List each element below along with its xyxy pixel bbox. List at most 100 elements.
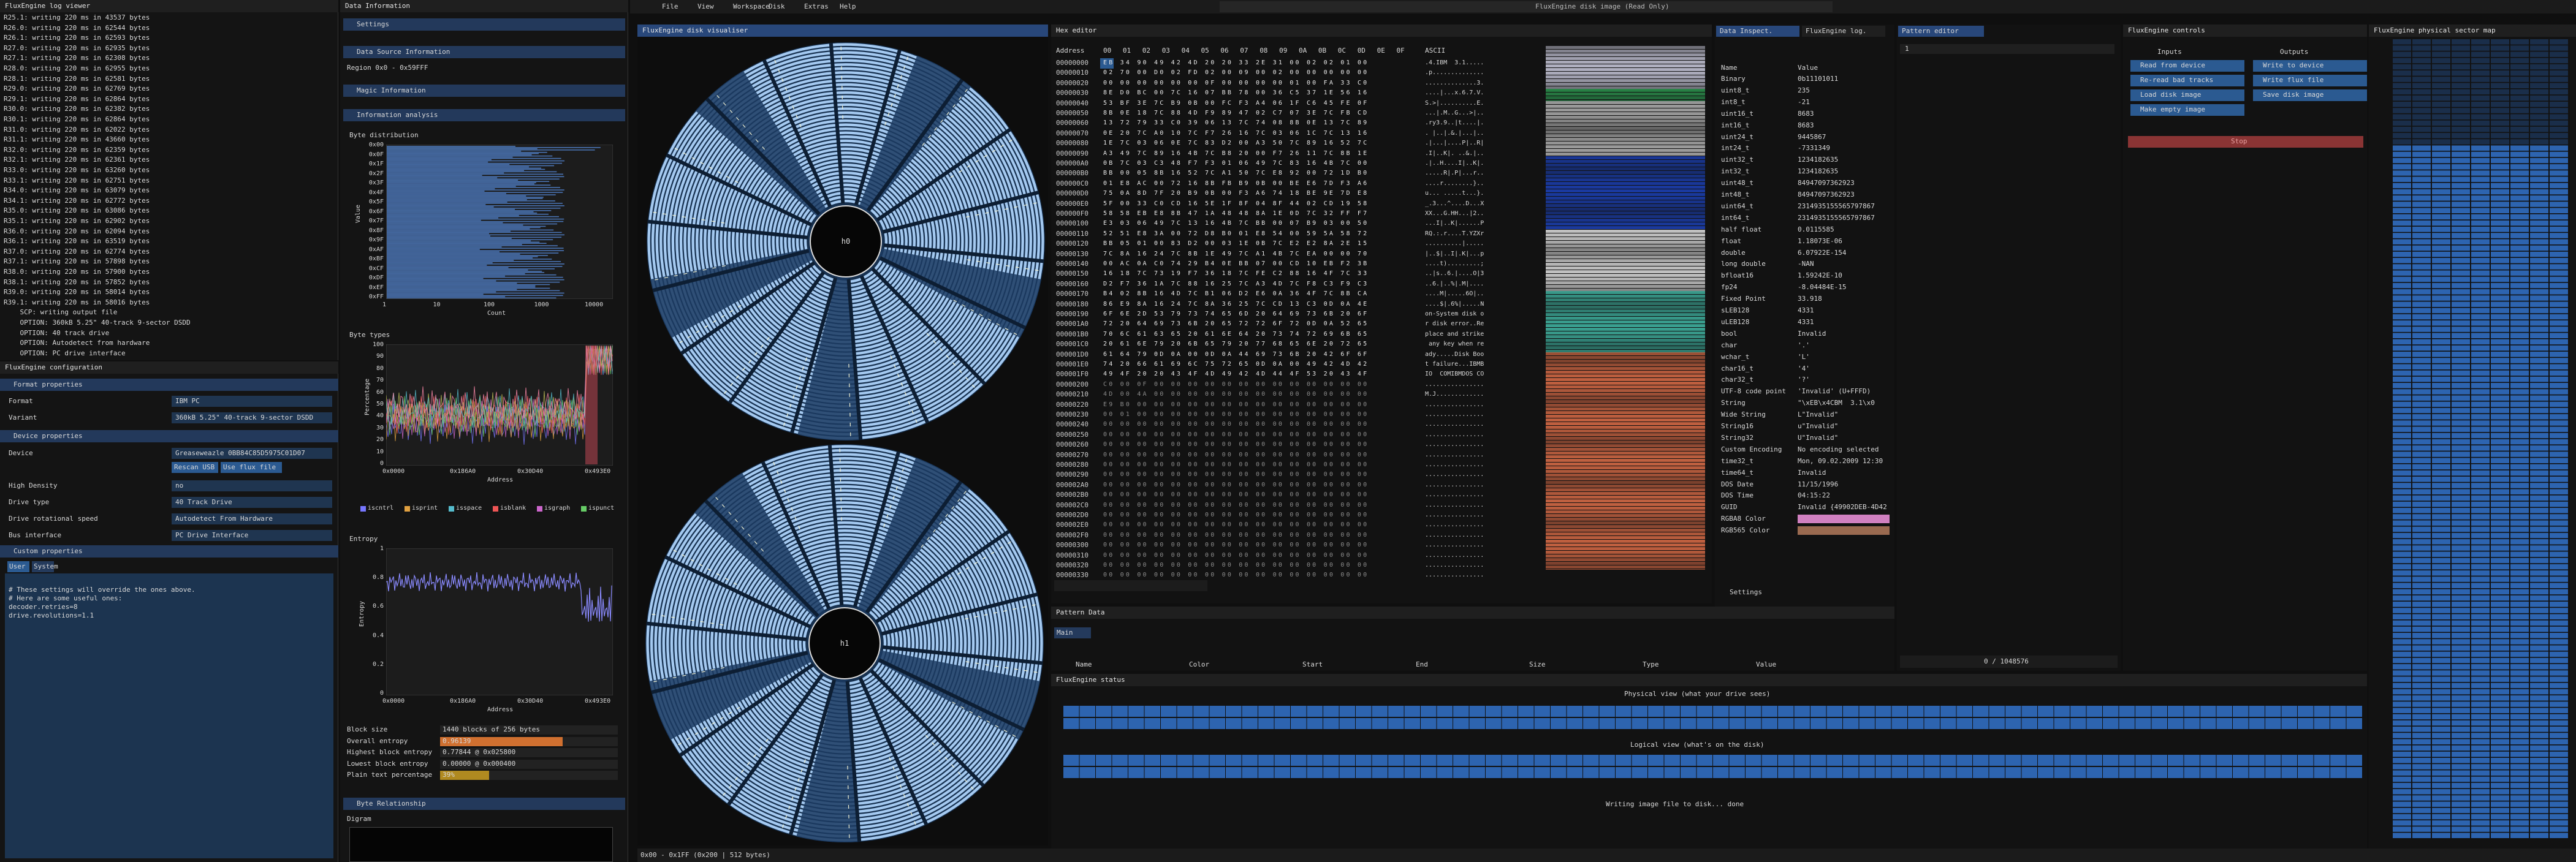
- sector-cell: [2491, 439, 2509, 445]
- property-value[interactable]: IBM PC: [175, 397, 200, 405]
- settings-label[interactable]: Settings: [1730, 588, 1762, 596]
- button-label[interactable]: Save disk image: [2263, 91, 2324, 99]
- button-label[interactable]: Write flux file: [2263, 76, 2324, 84]
- button-label[interactable]: Rescan USB: [174, 463, 215, 471]
- minimap-row: [1546, 156, 1705, 159]
- sector-cell: [2471, 733, 2490, 738]
- button[interactable]: [2130, 89, 2244, 101]
- button[interactable]: [2253, 60, 2367, 72]
- sector-cell: [2393, 782, 2411, 788]
- minimap-row: [1546, 536, 1705, 539]
- inspector-value: '.': [1798, 341, 1810, 349]
- inspector-name: half float: [1721, 225, 1762, 233]
- sector-cell: [2510, 833, 2529, 838]
- inspector-value: 11/15/1996: [1798, 480, 1839, 488]
- property-value[interactable]: Autodetect From Hardware: [175, 515, 273, 523]
- distribution-bar: [387, 202, 507, 203]
- track-cell: [1356, 767, 1372, 778]
- menu-item[interactable]: Help: [840, 2, 856, 10]
- sector-cell: [2550, 595, 2568, 601]
- sector-cell: [2432, 314, 2450, 320]
- button-label[interactable]: Stop: [2231, 137, 2247, 145]
- inspector-name: int8_t: [1721, 97, 1746, 106]
- tab-label[interactable]: Data Inspect.: [1720, 27, 1773, 35]
- button[interactable]: [2253, 89, 2367, 101]
- button[interactable]: [172, 462, 218, 473]
- button[interactable]: [2253, 75, 2367, 86]
- tab-label[interactable]: Pattern editor: [1902, 27, 1959, 35]
- tab[interactable]: [1716, 26, 1799, 37]
- sector-cell: [2452, 633, 2470, 638]
- button-label[interactable]: Use flux file: [223, 463, 276, 471]
- sector-cell: [2452, 614, 2470, 619]
- button[interactable]: [2130, 75, 2244, 86]
- sector-cell: [2393, 108, 2411, 113]
- distribution-bar: [387, 295, 563, 297]
- sector-cell: [2452, 727, 2470, 732]
- sector-cell: [2471, 826, 2490, 832]
- y-axis-label: Entropy: [359, 600, 366, 627]
- track-cell: [2054, 718, 2070, 729]
- property-value[interactable]: Greaseweazle 0BB84C85D5975C01D07: [175, 449, 305, 457]
- menu-item[interactable]: Workspace: [733, 2, 770, 10]
- sector-cell: [2510, 564, 2529, 570]
- menu-item[interactable]: Disk: [769, 2, 785, 10]
- sector-cell: [2530, 508, 2548, 513]
- sector-cell: [2530, 776, 2548, 782]
- menu-item[interactable]: View: [697, 2, 714, 10]
- x-tick-label: 0x493E0: [585, 468, 611, 475]
- track-cell: [1274, 706, 1290, 717]
- button[interactable]: [2130, 104, 2244, 116]
- panel-title: FluxEngine controls: [2128, 26, 2205, 34]
- track-cell: [2005, 706, 2021, 717]
- tab-label[interactable]: User: [9, 562, 26, 570]
- track-cell: [1713, 706, 1729, 717]
- sector-cell: [2393, 695, 2411, 701]
- button-label[interactable]: Re-read bad tracks: [2140, 76, 2214, 84]
- sector-cell: [2412, 489, 2431, 494]
- y-tick-label: 70: [376, 377, 384, 384]
- tab-label[interactable]: FluxEngine log.: [1806, 27, 1867, 35]
- property-value[interactable]: PC Drive Interface: [175, 531, 249, 539]
- property-field: [172, 412, 332, 423]
- sector-cell: [2412, 727, 2431, 732]
- sector-cell: [2412, 477, 2431, 482]
- property-value[interactable]: 360kB 5.25" 40-track 9-sector DSDD: [175, 414, 314, 422]
- tab[interactable]: [32, 561, 54, 572]
- minimap-row: [1546, 270, 1705, 273]
- property-value[interactable]: no: [175, 482, 184, 490]
- button-label[interactable]: Load disk image: [2140, 91, 2202, 99]
- tab-label[interactable]: Main: [1057, 629, 1073, 637]
- sector-cell: [2510, 433, 2529, 439]
- button-label[interactable]: Make empty image: [2140, 105, 2205, 113]
- address-cell: 00000150: [1056, 270, 1089, 278]
- sector-cell: [2393, 102, 2411, 107]
- property-value[interactable]: 40 Track Drive: [175, 498, 232, 506]
- ascii-cell: ..|s..6.|....O|3: [1425, 270, 1484, 278]
- ascii-cell: ................: [1425, 441, 1484, 448]
- tab[interactable]: [7, 561, 29, 572]
- menu-item[interactable]: Extras: [804, 2, 829, 10]
- hex-bytes: 13 72 79 33 C0 39 06 13 7C 74 08 8B 0E 1…: [1103, 119, 1369, 127]
- button-label[interactable]: Write to device: [2263, 61, 2324, 69]
- menu-item[interactable]: File: [662, 2, 678, 10]
- tab[interactable]: [1802, 26, 1885, 37]
- minimap-row: [1546, 222, 1705, 225]
- minimap-row: [1546, 448, 1705, 451]
- minimap-row: [1546, 470, 1705, 473]
- sector-cell: [2471, 151, 2490, 157]
- button[interactable]: [2130, 60, 2244, 72]
- button-label[interactable]: Read from device: [2140, 61, 2205, 69]
- tab-label[interactable]: System: [34, 562, 58, 570]
- button[interactable]: [221, 462, 282, 473]
- track-cell: [2103, 767, 2119, 778]
- stop-button[interactable]: [2128, 136, 2363, 148]
- sector-cell: [2412, 682, 2431, 689]
- sector-cell: [2432, 358, 2450, 363]
- sector-cell: [2550, 426, 2568, 432]
- sector-cell: [2530, 151, 2548, 157]
- sector-cell: [2393, 770, 2411, 776]
- sector-cell: [2530, 520, 2548, 526]
- track-cell: [2168, 767, 2184, 778]
- inspector-name: Binary: [1721, 75, 1746, 83]
